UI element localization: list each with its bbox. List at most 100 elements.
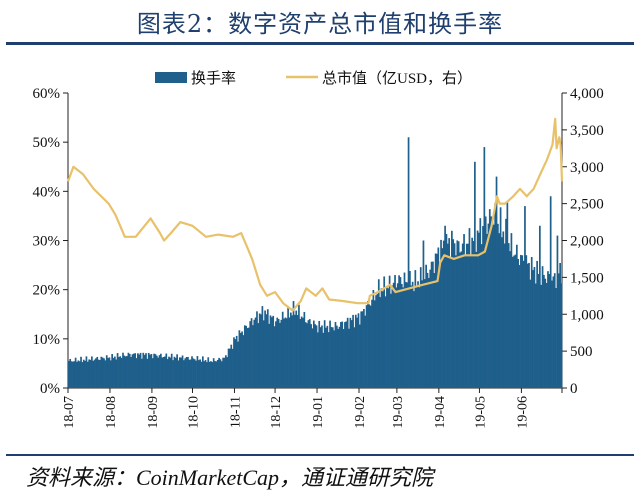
turnover-bar (543, 274, 545, 388)
turnover-bar (243, 325, 246, 388)
turnover-bar (314, 324, 317, 388)
turnover-bar (522, 260, 525, 388)
page-title: 图表2：数字资产总市值和换手率 (136, 10, 504, 38)
turnover-bar (469, 255, 472, 388)
x-tick-label: 19-02 (353, 396, 368, 429)
legend-label-market-cap: 总市值（亿USD，右） (322, 70, 472, 87)
turnover-bar (122, 352, 124, 388)
turnover-bar (237, 341, 239, 388)
turnover-bar (187, 356, 189, 388)
turnover-bar (145, 353, 147, 388)
turnover-bar (361, 311, 364, 388)
turnover-bar (280, 319, 283, 388)
turnover-bar (70, 361, 73, 388)
turnover-bar (540, 284, 543, 388)
turnover-bar (277, 319, 280, 388)
turnover-bar (517, 258, 520, 388)
turnover-bar (304, 322, 307, 388)
turnover-bar (173, 356, 176, 388)
turnover-bar (292, 301, 295, 388)
turnover-bar (97, 359, 100, 388)
turnover-bar (222, 357, 224, 388)
turnover-bar (371, 299, 373, 388)
turnover-bar (111, 354, 114, 388)
turnover-bar (417, 281, 419, 388)
turnover-bar (116, 353, 119, 388)
turnover-bar (197, 360, 200, 388)
turnover-bar (256, 311, 258, 388)
turnover-bar (229, 348, 231, 388)
turnover-bar (524, 206, 526, 388)
turnover-bar (472, 240, 475, 388)
turnover-bar (307, 320, 310, 388)
turnover-bar (490, 216, 492, 388)
turnover-bar (195, 360, 197, 388)
turnover-bar (137, 353, 139, 388)
tick-labels: 0% 10% 20% 30% 40% 50% 60% 0 500 1,000 1,500 2,000 2… (33, 86, 604, 429)
turnover-bar (89, 359, 92, 388)
turnover-bars (68, 137, 563, 388)
turnover-bar (429, 269, 432, 388)
turnover-bar (421, 280, 423, 388)
turnover-bar (442, 240, 445, 388)
turnover-bar (340, 322, 342, 388)
turnover-bar (119, 356, 122, 388)
turnover-bar (503, 243, 506, 388)
turnover-bar (72, 361, 74, 388)
turnover-bar (520, 254, 522, 388)
turnover-bar (383, 276, 386, 388)
turnover-bar (200, 361, 203, 388)
turnover-bar (196, 356, 199, 388)
turnover-bar (93, 359, 96, 388)
turnover-bar (302, 317, 304, 388)
turnover-bar (426, 272, 429, 388)
turnover-bar (436, 253, 438, 388)
turnover-bar (296, 315, 299, 388)
turnover-bar (174, 357, 177, 388)
turnover-bar (459, 252, 461, 388)
turnover-bar (101, 357, 104, 388)
turnover-bar (162, 356, 165, 388)
x-tick-label: 19-03 (391, 396, 406, 429)
turnover-bar (364, 315, 367, 388)
turnover-bar (105, 355, 108, 388)
chart: 换手率 总市值（亿USD，右） 0% 10% 20% 30% 40% 50% 60% 0 500 1… (33, 70, 604, 429)
turnover-bar (453, 243, 456, 388)
turnover-bar (143, 354, 146, 388)
turnover-bar (300, 316, 303, 388)
turnover-bar (444, 225, 446, 388)
turnover-bar (471, 237, 474, 388)
turnover-bar (115, 359, 118, 388)
turnover-bar (166, 359, 169, 388)
turnover-bar (349, 317, 352, 388)
turnover-bar (235, 335, 238, 388)
turnover-bar (283, 318, 285, 388)
turnover-bar (369, 305, 372, 388)
turnover-bar (356, 317, 358, 388)
turnover-bar (220, 361, 223, 388)
turnover-bar (177, 360, 180, 388)
turnover-bar (96, 356, 99, 388)
turnover-bar (526, 263, 529, 388)
turnover-bar (515, 244, 518, 388)
turnover-bar (227, 348, 230, 388)
turnover-bar (480, 244, 483, 388)
turnover-bar (335, 325, 338, 388)
turnover-bar (234, 339, 237, 388)
turnover-bar (502, 231, 505, 388)
turnover-bar (475, 251, 478, 388)
turnover-bar (160, 353, 162, 388)
turnover-bar (510, 233, 513, 388)
turnover-bar (545, 282, 548, 388)
turnover-bar (109, 360, 112, 388)
turnover-bar (337, 328, 340, 388)
turnover-bar (201, 356, 204, 388)
turnover-bar (521, 255, 524, 388)
turnover-bar (555, 288, 557, 388)
turnover-bar (392, 282, 395, 388)
turnover-bar (402, 287, 404, 388)
turnover-bar (252, 325, 254, 388)
turnover-bar (188, 359, 191, 388)
turnover-bar (168, 356, 170, 388)
turnover-bar (329, 320, 331, 388)
